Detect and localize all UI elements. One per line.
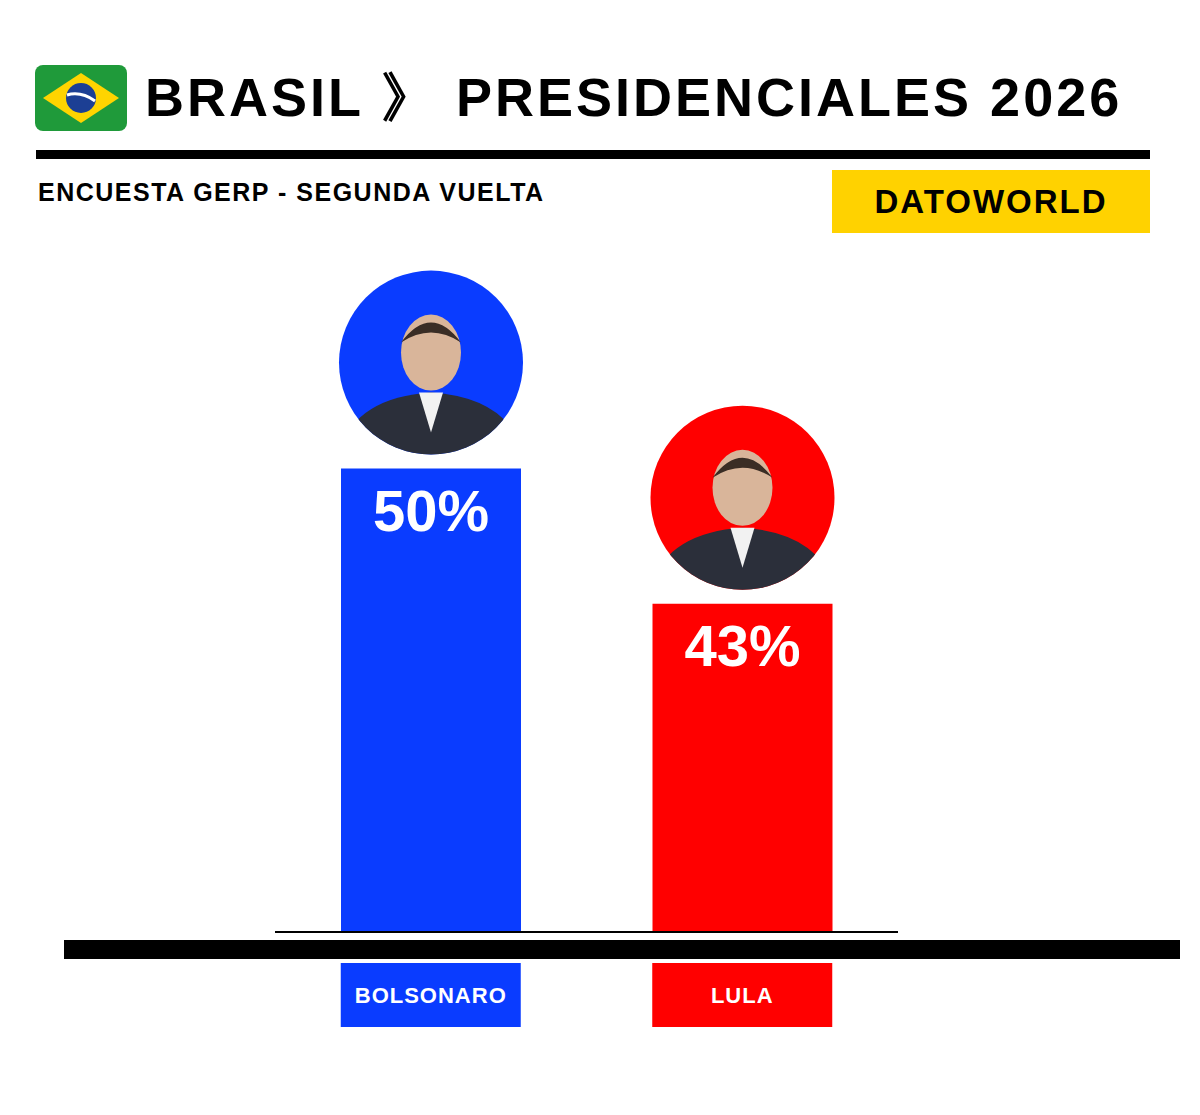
html-text:DATOWORLD: DATOWORLD <box>874 182 1108 220</box>
svg-text:43%: 43% <box>684 613 800 678</box>
html-text:BRASIL 》 PRESIDENCIALES 2026: BRASIL 》 PRESIDENCIALES 2026 <box>145 67 1123 127</box>
svg-text:50%: 50% <box>373 478 489 543</box>
svg-text:BOLSONARO: BOLSONARO <box>355 983 507 1008</box>
svg-text:LULA: LULA <box>711 983 774 1008</box>
html-text:ENCUESTA GERP - SEGUNDA VUELTA: ENCUESTA GERP - SEGUNDA VUELTA <box>38 178 545 206</box>
